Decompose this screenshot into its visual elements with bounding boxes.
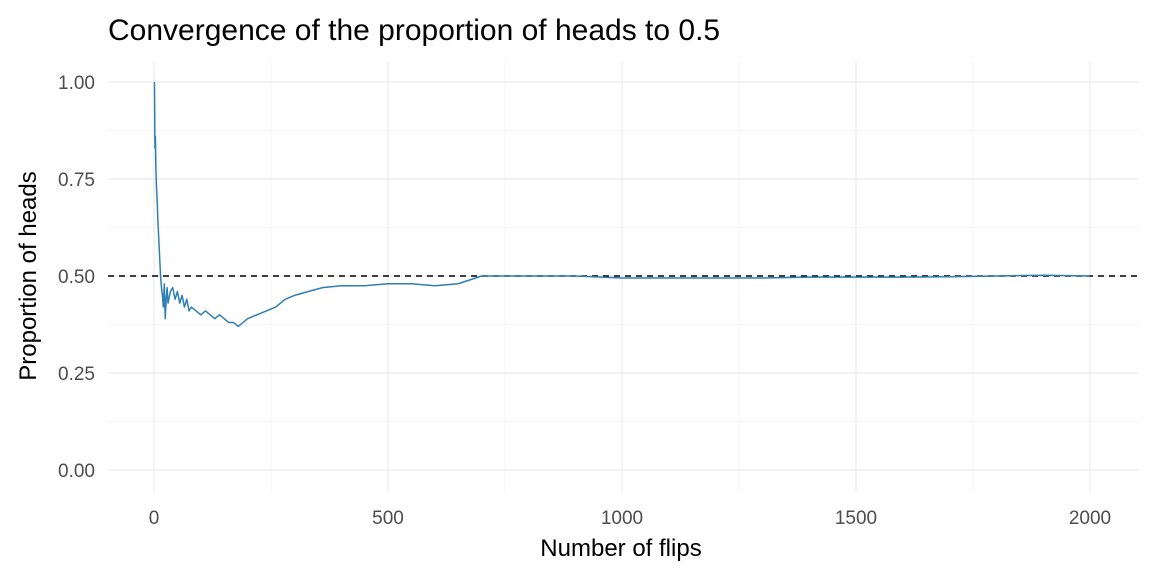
y-axis-title: Proportion of heads [15, 171, 42, 380]
x-tick-label: 500 [372, 508, 404, 529]
y-tick-label: 1.00 [58, 73, 95, 94]
x-axis-title: Number of flips [540, 535, 701, 562]
y-tick-label: 0.50 [58, 267, 95, 288]
x-tick-label: 2000 [1069, 508, 1111, 529]
y-tick-label: 0.75 [58, 170, 95, 191]
tick-label-layer: 0 500 1000 1500 2000 0.00 0.25 0.50 0.75 1.00 [58, 73, 1111, 529]
chart-title: Convergence of the proportion of heads t… [108, 14, 720, 47]
series-line-0 [153, 81, 1091, 328]
y-tick-label: 0.00 [58, 461, 95, 482]
x-tick-label: 0 [149, 508, 160, 529]
x-tick-label: 1000 [601, 508, 643, 529]
series-layer [153, 81, 1091, 328]
x-tick-label: 1500 [835, 508, 877, 529]
y-tick-label: 0.25 [58, 364, 95, 385]
grid-layer [108, 62, 1138, 492]
